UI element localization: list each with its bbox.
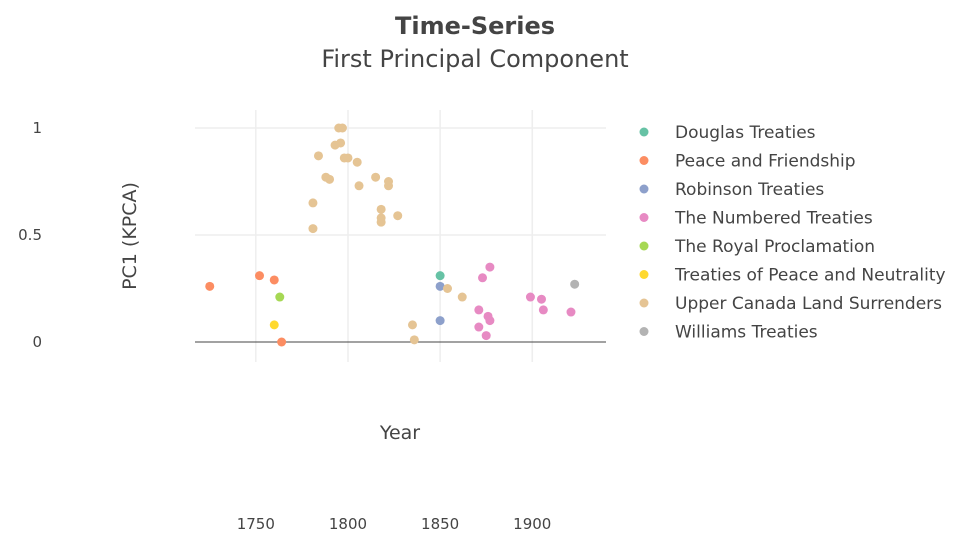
legend-marker	[639, 213, 649, 222]
series-points	[269, 320, 279, 330]
y-tick-label: 0.5	[18, 226, 42, 244]
x-tick-label: 1750	[237, 515, 275, 533]
legend-marker	[639, 241, 649, 251]
legend-item: The Royal Proclamation	[639, 237, 875, 257]
data-point	[371, 172, 381, 182]
grid-lines	[195, 110, 606, 362]
y-axis-ticks: 00.51	[18, 119, 42, 351]
legend-label: Treaties of Peace and Neutrality	[674, 266, 946, 286]
series-points	[275, 292, 285, 302]
data-point	[485, 316, 495, 326]
data-point	[376, 217, 386, 227]
x-axis-title: Year	[379, 422, 420, 444]
legend-item: Williams Treaties	[639, 323, 818, 343]
legend-marker	[639, 270, 649, 279]
data-point	[205, 281, 215, 291]
data-point	[343, 153, 353, 163]
data-point	[481, 331, 491, 341]
data-point	[269, 275, 279, 285]
data-point	[354, 181, 364, 191]
series-points	[205, 271, 287, 347]
data-point	[474, 322, 484, 332]
data-point	[337, 123, 347, 133]
data-point	[325, 174, 335, 184]
legend-item: Peace and Friendship	[639, 152, 856, 172]
legend-label: Peace and Friendship	[675, 152, 856, 172]
legend-item: Douglas Treaties	[639, 123, 816, 143]
x-tick-label: 1800	[329, 515, 367, 533]
data-point	[275, 292, 285, 302]
x-axis-ticks: 1750 1800 1850 1900	[237, 515, 552, 533]
data-point	[442, 284, 452, 293]
data-point	[536, 294, 546, 304]
legend-label: The Royal Proclamation	[674, 237, 875, 257]
series-points	[435, 271, 445, 281]
legend-label: The Numbered Treaties	[674, 209, 873, 229]
data-point	[269, 320, 279, 330]
chart-subtitle: First Principal Component	[321, 45, 628, 73]
series-points	[308, 123, 467, 345]
data-point	[474, 305, 484, 315]
legend-marker	[639, 127, 649, 137]
legend-label: Williams Treaties	[675, 323, 818, 343]
series-points	[474, 262, 576, 341]
data-point	[384, 181, 394, 191]
data-point	[255, 271, 265, 281]
data-point	[478, 273, 488, 283]
legend-marker	[639, 298, 649, 308]
data-point	[538, 305, 548, 315]
data-point	[313, 151, 323, 161]
data-point	[393, 211, 403, 221]
data-point	[407, 320, 417, 330]
data-point	[435, 281, 445, 291]
data-point	[570, 279, 580, 289]
data-point	[308, 224, 318, 234]
data-point	[525, 292, 535, 302]
y-tick-label: 1	[32, 119, 42, 137]
legend-item: Treaties of Peace and Neutrality	[639, 266, 946, 286]
legend: Douglas Treaties Peace and Friendship Robi…	[639, 123, 946, 343]
data-point	[277, 337, 287, 347]
chart-title: Time-Series	[395, 12, 555, 40]
data-point	[352, 157, 362, 167]
series-points	[435, 281, 445, 326]
data-point	[336, 138, 346, 148]
data-point	[435, 271, 445, 281]
legend-item: Upper Canada Land Surrenders	[639, 294, 942, 314]
data-point	[566, 307, 576, 317]
legend-label: Douglas Treaties	[675, 123, 816, 143]
legend-item: Robinson Treaties	[639, 180, 824, 200]
data-point	[308, 198, 318, 208]
legend-marker	[639, 184, 649, 194]
data-point	[435, 316, 445, 326]
series-points	[570, 279, 580, 289]
legend-marker	[639, 327, 649, 336]
y-axis-title: PC1 (KPCA)	[119, 182, 141, 290]
data-point	[457, 292, 467, 302]
data-point	[409, 335, 419, 345]
data-point	[376, 204, 386, 214]
legend-label: Upper Canada Land Surrenders	[675, 294, 942, 314]
legend-label: Robinson Treaties	[675, 180, 824, 200]
y-tick-label: 0	[32, 333, 42, 351]
plot-points	[205, 123, 580, 347]
legend-item: The Numbered Treaties	[639, 209, 873, 229]
data-point	[485, 262, 495, 272]
x-tick-label: 1850	[421, 515, 459, 533]
x-tick-label: 1900	[513, 515, 551, 533]
legend-marker	[639, 156, 649, 165]
